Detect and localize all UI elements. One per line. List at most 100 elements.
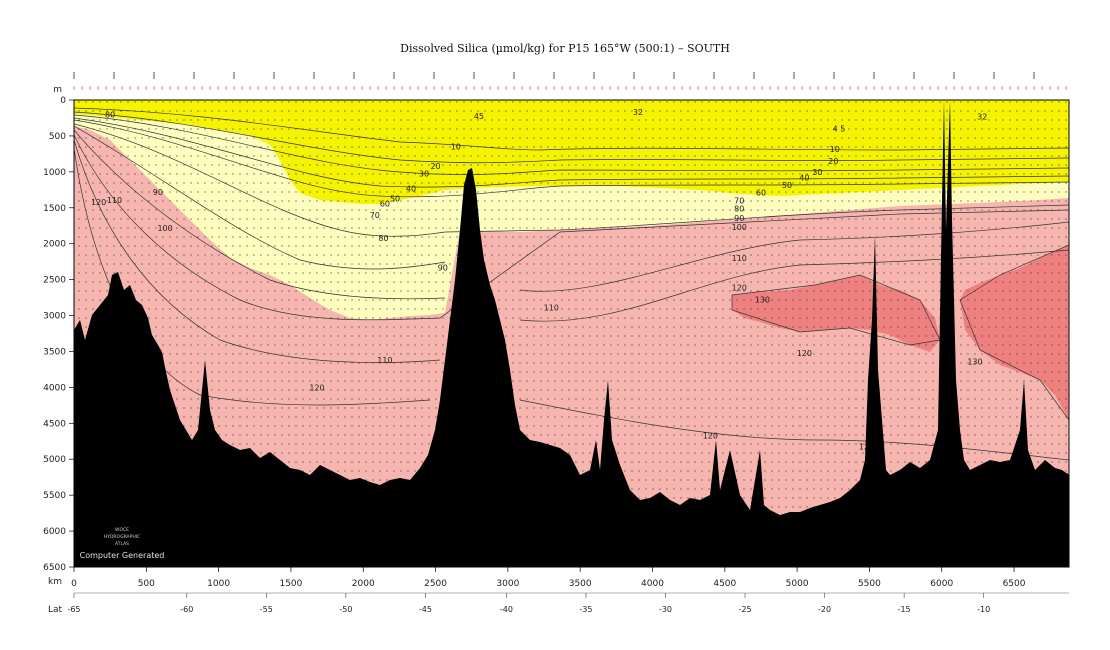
contour-label: 90	[438, 263, 448, 272]
contour-label: 80	[105, 110, 115, 119]
depth-tick-label: 500	[49, 132, 66, 142]
watermark-line-2: HYDROGRAPHIC	[104, 534, 140, 540]
contour-label: 110	[377, 356, 392, 365]
depth-tick-label: 5500	[43, 491, 66, 501]
depth-tick-label: 3500	[43, 347, 66, 357]
watermark: WOCE HYDROGRAPHIC ATLAS Computer Generat…	[80, 527, 165, 560]
depth-unit: m	[53, 85, 62, 95]
contour-label: 100	[732, 223, 747, 232]
depth-tick-label: 2000	[43, 240, 66, 250]
km-tick-label: 500	[138, 579, 155, 589]
footer-text: Computer Generated	[80, 551, 165, 560]
depth-tick-label: 3000	[43, 312, 66, 322]
contour-70	[74, 123, 1069, 237]
lat-tick-label: -65	[67, 605, 80, 614]
contour-label: 70	[370, 211, 380, 220]
depth-tick-label: 1500	[43, 204, 66, 214]
km-tick-label: 4500	[713, 579, 736, 589]
contour-label: 130	[755, 296, 770, 305]
depth-tick-label: 0	[60, 96, 66, 106]
station-markers	[73, 72, 1067, 90]
depth-tick-label: 1000	[43, 168, 66, 178]
contour-label: 120	[732, 284, 747, 293]
contour-100	[74, 134, 1069, 321]
km-axis: 0 500 1000 1500 2000 2500 3000 3500 4000 4500 5000…	[71, 567, 1026, 589]
contour-label: 70	[734, 197, 744, 206]
contour-label: 10	[451, 143, 461, 152]
lat-tick-label: -60	[180, 605, 193, 614]
depth-tick-label: 6000	[43, 527, 66, 537]
lat-tick-label: -25	[739, 605, 752, 614]
contour-label: 50	[390, 194, 400, 203]
lat-tick-label: -15	[898, 605, 911, 614]
contour-label: 30	[812, 168, 822, 177]
depth-tick-label: 4500	[43, 419, 66, 429]
contour-label: 120	[91, 198, 106, 207]
lat-tick-label: -30	[659, 605, 672, 614]
contour-30	[74, 114, 1069, 175]
contour-110	[74, 139, 1069, 363]
depth-axis: 0 500 1000 1500 2000 2500 3000 3500 4000 4500 5000…	[43, 96, 74, 573]
depth-tick-label: 6500	[43, 563, 66, 573]
contour-label: 80	[378, 234, 388, 243]
bathymetry	[74, 100, 1069, 567]
contour-label: 60	[756, 189, 766, 198]
contour-lines	[74, 107, 1069, 461]
lat-axis: -65 -60 -55 -50 -45 -40 -35 -30 -25 -20 -15 -10	[67, 593, 990, 614]
contour-label: 90	[153, 188, 163, 197]
km-tick-label: 1500	[279, 579, 302, 589]
contour-20	[74, 111, 1069, 164]
contour-label: 120	[309, 383, 324, 392]
lat-tick-label: -40	[500, 605, 513, 614]
chart-title: Dissolved Silica (µmol/kg) for P15 165°W…	[400, 42, 730, 55]
contour-label: 130	[967, 358, 982, 367]
contour-label: 40	[799, 174, 809, 183]
km-tick-label: 5000	[786, 579, 809, 589]
contour-40	[74, 117, 1069, 188]
lat-tick-label: -20	[818, 605, 831, 614]
plot-frame	[73, 99, 1070, 568]
contour-label: 4 5	[833, 125, 846, 134]
km-tick-label: 3500	[569, 579, 592, 589]
depth-tick-label: 2500	[43, 276, 66, 286]
contour-10	[74, 107, 1069, 151]
contour-label: 40	[406, 184, 416, 193]
contour-80	[74, 125, 446, 270]
contour-label: 10	[830, 145, 840, 154]
contour-130	[731, 244, 1069, 421]
km-tick-label: 2500	[424, 579, 447, 589]
km-unit: km	[48, 577, 62, 587]
contour-label: 110	[107, 196, 122, 205]
contour-label: 100	[157, 224, 172, 233]
lat-tick-label: -35	[579, 605, 592, 614]
contour-label: 110	[732, 254, 747, 263]
contour-90	[74, 129, 446, 300]
contour-label: 120	[797, 349, 812, 358]
depth-tick-label: 5000	[43, 455, 66, 465]
contour-label: 32	[977, 113, 987, 122]
contour-label: 20	[828, 157, 838, 166]
lat-tick-label: -45	[419, 605, 432, 614]
km-tick-label: 0	[71, 579, 77, 589]
lat-tick-label: -50	[339, 605, 352, 614]
contour-50	[74, 119, 1069, 198]
contour-label: 110	[544, 304, 559, 313]
km-tick-label: 4000	[641, 579, 664, 589]
km-tick-label: 2000	[352, 579, 375, 589]
contour-label: 30	[419, 169, 429, 178]
watermark-line-3: ATLAS	[115, 541, 129, 547]
km-tick-label: 6500	[1003, 579, 1026, 589]
contour-label: 45	[474, 112, 484, 121]
lat-label: Lat	[48, 605, 63, 615]
km-tick-label: 5500	[858, 579, 881, 589]
lat-tick-label: -55	[260, 605, 273, 614]
depth-tick-label: 4000	[43, 383, 66, 393]
contour-label: 90	[734, 214, 744, 223]
contour-label: 32	[633, 108, 643, 117]
contour-label: 20	[430, 162, 440, 171]
km-tick-label: 3000	[496, 579, 519, 589]
km-tick-label: 6000	[930, 579, 953, 589]
contour-label: 50	[782, 181, 792, 190]
